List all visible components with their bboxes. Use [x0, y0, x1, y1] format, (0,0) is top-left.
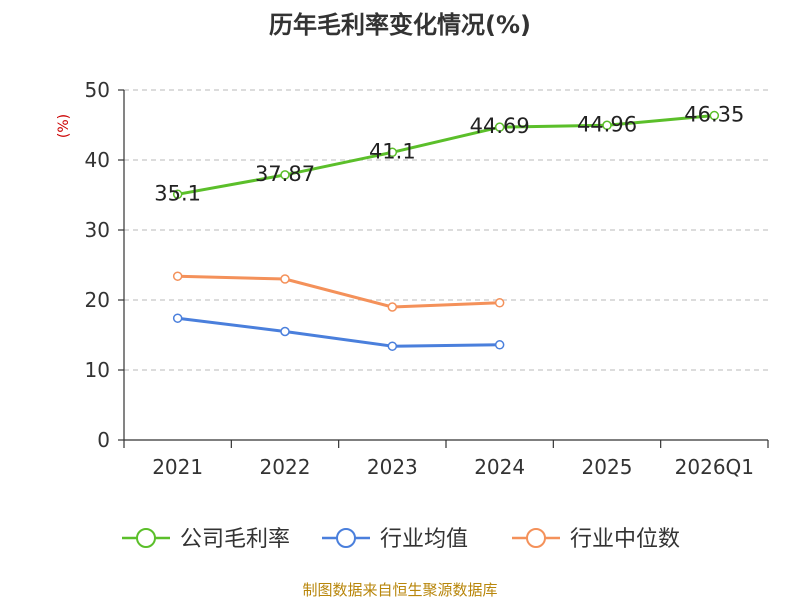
series-0-point [602, 120, 612, 131]
series-0-point [709, 110, 720, 121]
y-tick-label: 10 [85, 358, 110, 382]
legend-label: 行业均值 [380, 527, 468, 552]
series-0-point [494, 122, 505, 132]
series-2-point [280, 274, 290, 284]
series-2-point [172, 271, 183, 281]
chart-title: 历年毛利率变化情况(%) [269, 11, 531, 39]
y-axis-label: (%) [56, 114, 72, 138]
series-1-point [172, 313, 183, 323]
legend-label: 公司毛利率 [180, 527, 290, 552]
series-1-point [280, 326, 290, 337]
series-2-point [494, 298, 505, 308]
y-tick-label: 20 [85, 288, 110, 312]
series-2-point [387, 302, 398, 312]
series-2-line [176, 274, 502, 309]
legend-label: 行业中位数 [570, 527, 680, 552]
axes: 0 10 20 30 40 50 2021 2022 2023 2024 2025 2026Q1 [85, 78, 769, 479]
series-0-line [176, 114, 716, 196]
grid-lines [124, 89, 768, 371]
y-tick-label: 40 [85, 148, 110, 172]
y-tick-label: 0 [97, 428, 110, 452]
legend-item-1[interactable]: 行业均值 [322, 527, 468, 552]
y-tick-label: 50 [85, 78, 110, 102]
legend-swatch-marker [336, 528, 356, 548]
series-1-line [176, 316, 502, 348]
x-tick-label: 2024 [474, 455, 525, 479]
legend-item-0[interactable]: 公司毛利率 [122, 527, 290, 552]
series-0-point [387, 147, 398, 158]
data-labels: 35.1 37.87 41.1 44.69 44.96 46.35 [154, 103, 744, 206]
legend-swatch-marker [526, 528, 546, 548]
source-note: 制图数据来自恒生聚源数据库 [302, 581, 497, 599]
data-label: 37.87 [255, 162, 315, 186]
y-tick-label: 30 [85, 218, 110, 242]
x-tick-label: 2022 [260, 455, 311, 479]
data-label: 35.1 [154, 181, 201, 205]
data-label: 44.69 [470, 114, 530, 138]
x-tick-label: 2026Q1 [675, 455, 754, 479]
data-label: 41.1 [369, 139, 416, 163]
legend-swatch-marker [136, 528, 156, 548]
x-tick-label: 2021 [152, 455, 203, 479]
x-tick-label: 2025 [582, 455, 633, 479]
series-0-point [172, 189, 183, 200]
series-0-point [280, 170, 290, 180]
series [172, 110, 720, 351]
legend[interactable]: 公司毛利率 行业均值 行业中位数 [122, 527, 680, 552]
data-label: 44.96 [577, 112, 637, 136]
series-1-point [387, 341, 398, 351]
data-label: 46.35 [684, 103, 744, 127]
x-tick-label: 2023 [367, 455, 418, 479]
legend-item-2[interactable]: 行业中位数 [512, 527, 680, 552]
series-1-point [494, 340, 505, 350]
